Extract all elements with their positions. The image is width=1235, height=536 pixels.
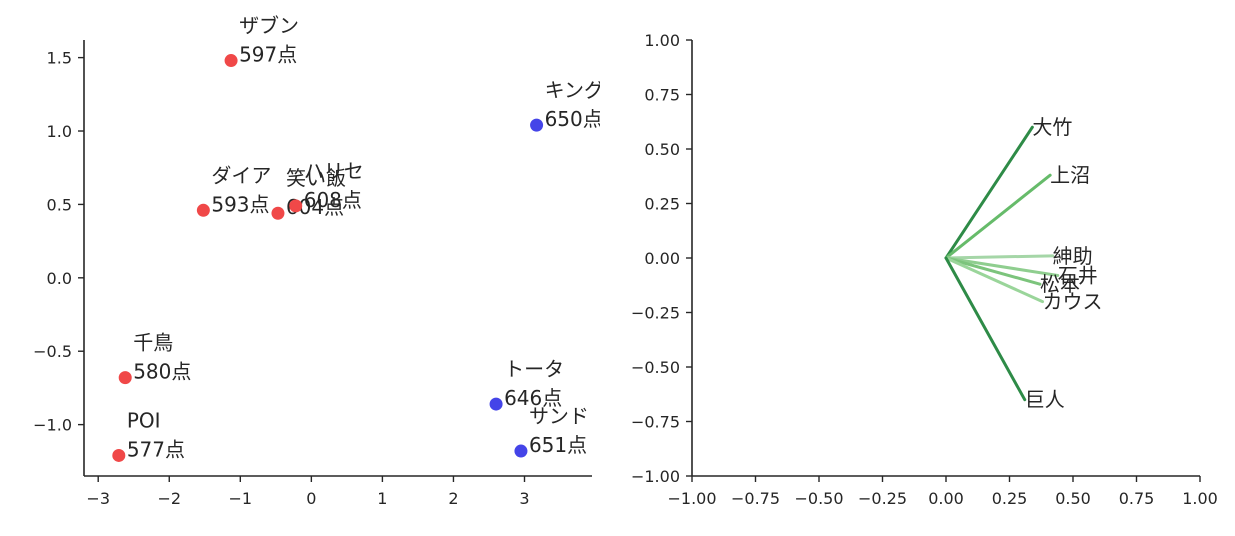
data-point xyxy=(112,448,126,462)
vector-chart: −1.00 −0.75 −0.50 −0.25 0.00 0.25 0.50 0.75 1.00… xyxy=(631,31,1218,508)
x-tick-label: −0.75 xyxy=(731,489,780,508)
point-name-label: サンド xyxy=(529,404,589,428)
x-tick-label: 0.75 xyxy=(1119,489,1155,508)
vector-label: カウス xyxy=(1043,290,1103,314)
point-score-label: 646点 xyxy=(504,386,562,410)
y-tick-label: −0.5 xyxy=(33,342,72,361)
point-name-label: ハリセ xyxy=(304,159,364,183)
point-score-label: 597点 xyxy=(239,43,297,67)
vector-label: 大竹 xyxy=(1032,115,1072,139)
loading-vector xyxy=(944,256,1045,304)
y-tick-label: 1.0 xyxy=(47,122,72,141)
y-tick-label: −0.75 xyxy=(631,413,680,432)
y-tick-label: 0.75 xyxy=(644,86,680,105)
scatter-chart: −3 −2 −1 0 1 2 3 −1.0 −0.5 0.0 0.5 1.0 1.5 ザブン 597点キング… xyxy=(33,14,600,508)
x-tick-label: −0.50 xyxy=(794,489,843,508)
point-name-label: 千鳥 xyxy=(133,331,173,355)
x-tick-label: 0 xyxy=(306,489,316,508)
point-score-label: 580点 xyxy=(133,360,191,384)
point-name-label: ダイア xyxy=(211,163,271,187)
x-tick-label: 2 xyxy=(448,489,458,508)
x-tick-label: 0.25 xyxy=(992,489,1028,508)
data-point xyxy=(489,397,503,411)
data-point xyxy=(289,199,303,213)
data-point xyxy=(118,371,132,385)
point-score-label: 608点 xyxy=(304,188,362,212)
y-tick-label: −0.25 xyxy=(631,304,680,323)
point-score-label: 651点 xyxy=(529,433,587,457)
data-point xyxy=(271,206,285,220)
x-tick-label: −2 xyxy=(157,489,181,508)
vector-label: 石井 xyxy=(1058,263,1098,287)
point-score-label: 577点 xyxy=(127,437,185,461)
x-tick-label: 0.50 xyxy=(1055,489,1091,508)
data-point xyxy=(530,118,544,132)
loading-vector xyxy=(944,125,1034,260)
data-point xyxy=(224,54,238,68)
y-tick-label: −1.0 xyxy=(33,416,72,435)
y-tick-label: 0.00 xyxy=(644,249,680,268)
loading-vector xyxy=(944,256,1027,402)
y-tick-label: 0.5 xyxy=(47,195,72,214)
x-tick-label: 1 xyxy=(377,489,387,508)
point-name-label: キング xyxy=(545,78,600,102)
y-tick-label: 0.50 xyxy=(644,140,680,159)
data-point xyxy=(514,444,528,458)
x-tick-label: 3 xyxy=(519,489,529,508)
vector-label: 紳助 xyxy=(1053,244,1093,268)
data-point xyxy=(196,203,210,217)
loading-vector xyxy=(944,173,1052,260)
point-score-label: 650点 xyxy=(545,107,600,131)
y-tick-label: 0.25 xyxy=(644,195,680,214)
y-tick-label: −0.50 xyxy=(631,358,680,377)
y-tick-label: 1.5 xyxy=(47,49,72,68)
y-tick-label: −1.00 xyxy=(631,467,680,486)
point-name-label: POI xyxy=(127,408,161,432)
loading-vector xyxy=(944,254,1055,260)
point-name-label: 笑い飯 xyxy=(286,166,346,190)
point-name-label: トータ xyxy=(504,357,564,381)
y-tick-label: 1.00 xyxy=(644,31,680,50)
x-tick-label: −0.25 xyxy=(858,489,907,508)
loading-vector xyxy=(944,256,1042,286)
x-tick-label: 1.00 xyxy=(1182,489,1218,508)
vector-label: 松本 xyxy=(1040,272,1080,296)
loading-vector xyxy=(944,256,1060,277)
x-tick-label: −1 xyxy=(229,489,253,508)
x-tick-label: −3 xyxy=(86,489,110,508)
vector-label: 上沼 xyxy=(1050,163,1090,187)
point-name-label: ザブン xyxy=(239,14,299,38)
point-score-label: 593点 xyxy=(211,192,269,216)
x-tick-label: −1.00 xyxy=(667,489,716,508)
x-tick-label: 0.00 xyxy=(928,489,964,508)
y-tick-label: 0.0 xyxy=(47,269,72,288)
vector-label: 巨人 xyxy=(1025,388,1065,412)
